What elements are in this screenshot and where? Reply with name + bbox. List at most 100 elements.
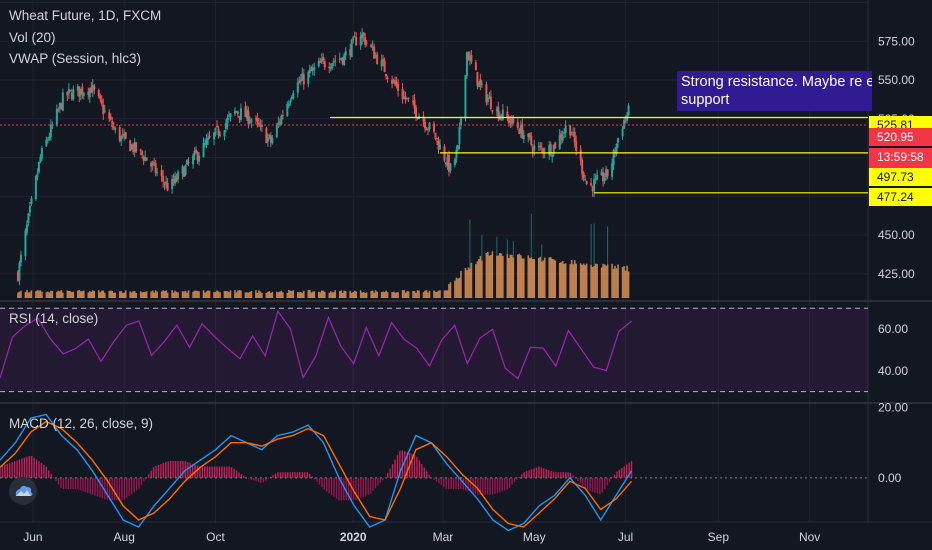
macd-hist-bar [367,477,369,496]
volume-bar [223,291,226,298]
candle-body [172,179,175,183]
macd-hist-bar [140,477,143,485]
macd-hist-bar [162,463,165,478]
macd-hist-bar [460,477,462,490]
volume-bar [99,292,102,298]
macd-hist-bar [306,472,308,478]
volume-bar [162,290,164,298]
volume-bar [593,265,595,298]
tradingview-cloud-icon[interactable] [9,477,37,505]
macd-hist-bar [362,477,365,498]
candle-body [422,116,425,122]
candle-body [19,254,22,263]
volume-bar [605,265,607,298]
candle-body [605,168,608,178]
candle-body [16,271,19,281]
candle-body [465,52,468,76]
volume-bar [502,255,504,298]
candle-body [549,144,552,156]
volume-legend[interactable]: Vol (20) [9,30,56,45]
volume-bar [91,290,94,298]
macd-hist-bar [557,472,560,478]
volume-bar [145,291,148,298]
macd-hist-bar [399,450,401,478]
macd-hist-bar [330,477,333,496]
candle-body [486,98,489,102]
volume-bar [359,290,362,298]
macd-hist-bar [528,470,530,478]
macd-hist-bar [179,460,182,478]
volume-bar [579,263,582,298]
macd-hist-bar [355,477,357,500]
volume-bar [582,263,585,298]
macd-hist-bar [511,477,513,485]
volume-bar [256,292,259,298]
candle-body [374,55,377,58]
candle-body [114,128,117,131]
candle-body [184,165,187,176]
candle-body [214,127,217,135]
volume-bar [466,270,468,298]
symbol-legend[interactable]: Wheat Future, 1D, FXCM [9,8,162,23]
volume-bar [406,291,408,298]
candle-body [133,142,136,153]
candle-body [591,185,594,192]
candle-body [332,61,335,63]
macd-legend[interactable]: MACD (12, 26, close, 9) [9,416,154,431]
candle-body [495,108,498,112]
candle-body [260,124,263,127]
macd-hist-bar [372,477,374,491]
volume-bar [528,258,531,298]
macd-hist-bar [326,477,328,492]
macd-hist-bar [233,468,235,478]
volume-bar [133,291,136,298]
macd-hist-bar [301,472,304,478]
candle-body [275,124,278,137]
rsi-legend[interactable]: RSI (14, close) [9,311,99,326]
candle-body [30,198,33,204]
macd-hist-bar [182,460,184,478]
vwap-legend[interactable]: VWAP (Session, hlc3) [9,51,142,66]
candle-body [392,79,395,82]
macd-hist-bar [43,464,45,478]
macd-hist-bar [345,477,347,501]
macd-hist-bar [501,477,504,492]
candle-body [34,176,37,200]
volume-bar [57,290,60,298]
annotation-note[interactable]: Strong resistance. Maybe re e support [677,71,872,111]
candle-body [226,118,229,124]
macd-hist-bar [201,466,204,478]
candle-body [100,99,103,104]
volume-bar [93,290,96,298]
volume-bar [186,292,188,298]
volume-bar [108,290,111,298]
volume-bar [627,271,630,298]
candle-body [401,88,404,100]
macd-hist-bar [279,472,282,478]
candle-body [353,36,356,38]
volume-bar [205,291,208,298]
candle-body [455,149,458,158]
candle-body [277,122,280,125]
volume-bar [594,263,597,298]
volume-bar [276,291,278,298]
volume-bar [123,292,126,298]
volume-bar [277,292,280,298]
volume-bar [319,292,322,298]
candle-body [72,89,75,100]
macd-hist-bar [282,472,284,478]
volume-bar [323,291,326,298]
macd-hist-bar [21,458,23,478]
volume-bar [77,290,79,298]
macd-hist-bar [221,466,223,478]
candle-body [121,133,124,135]
macd-hist-bar [138,477,140,489]
candle-body [542,148,545,154]
macd-hist-bar [616,471,618,478]
volume-bar [350,292,353,298]
macd-hist-bar [87,477,89,493]
volume-bar [151,290,154,298]
macd-hist-bar [347,477,350,501]
candle-body [280,115,283,125]
macd-hist-bar [289,472,291,478]
